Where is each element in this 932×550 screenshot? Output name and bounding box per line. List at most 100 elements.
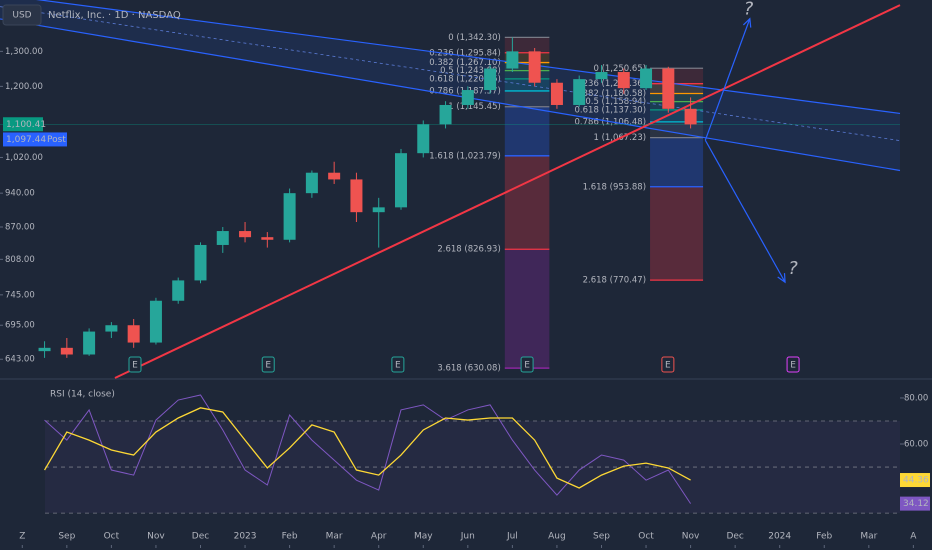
event-label: E — [524, 361, 530, 371]
fib-zone — [504, 52, 550, 63]
x-tick-label: May — [414, 532, 433, 542]
x-tick-label: 2023 — [234, 532, 257, 542]
candle-body — [127, 325, 140, 343]
candle-body — [305, 172, 318, 194]
currency[interactable]: USD — [12, 11, 31, 21]
event-label: E — [395, 361, 401, 371]
fib-label: 1.618 (953.88) — [583, 182, 646, 192]
fib-label: 0 (1,250.65) — [593, 64, 646, 74]
rsi-value-tag — [900, 496, 930, 511]
rsi-line — [44, 394, 692, 504]
annotation: ? — [744, 0, 754, 20]
currency-button[interactable] — [2, 4, 42, 26]
channel-upper — [35, 0, 901, 115]
fib-label: 0.382 (1,180.58) — [575, 89, 647, 99]
candle-body — [149, 300, 162, 343]
fib-zone — [650, 186, 704, 281]
fib-label: 0 (1,342.30) — [448, 33, 501, 43]
channel-fill — [0, 0, 900, 171]
arrow — [704, 139, 786, 283]
candle-body — [439, 104, 452, 125]
candle-body — [662, 68, 675, 109]
channel-mid — [0, 6, 901, 142]
trend — [114, 4, 901, 379]
symbol-title: Netflix, Inc. · 1D · NASDAQ — [48, 10, 181, 21]
candle-body — [484, 68, 497, 91]
candle-body — [617, 72, 630, 89]
candle-body — [350, 179, 363, 213]
candle-body — [194, 244, 207, 281]
event-label: E — [132, 361, 138, 371]
post-tag: Post — [47, 135, 66, 145]
pane-separator — [0, 378, 932, 380]
event-label: E — [665, 361, 671, 371]
fib-zone — [504, 70, 550, 79]
y-tick-label: 695.00 — [5, 321, 35, 331]
arrow-head — [742, 17, 752, 28]
fib-zone — [650, 101, 704, 110]
x-tick-label: Jun — [460, 532, 475, 542]
fib-zone — [650, 93, 704, 102]
fib-label: 0.618 (1,220.66) — [429, 74, 501, 84]
x-tick-label: A — [910, 532, 917, 542]
fib-zone — [650, 137, 704, 187]
candle-body — [283, 193, 296, 240]
y-tick-label: 1,200.00 — [5, 82, 43, 92]
candle-body — [506, 51, 519, 69]
arrow — [704, 18, 751, 141]
fib-label: 0.618 (1,137.30) — [575, 105, 647, 115]
candle-body — [60, 347, 73, 355]
candle-body — [417, 124, 430, 154]
x-tick-label: Feb — [282, 532, 298, 542]
x-tick-label: Oct — [104, 532, 120, 542]
fib-label: 0.5 (1,243.88) — [440, 66, 501, 76]
x-tick-label: Jul — [506, 532, 518, 542]
event-marker — [661, 356, 675, 373]
x-tick-label: Aug — [548, 532, 566, 542]
fib-zone — [504, 62, 550, 71]
event-marker — [391, 356, 405, 373]
fib-label: 3.618 (630.08) — [437, 364, 500, 374]
candle-body — [105, 325, 118, 332]
y-tick-label: 643.00 — [5, 355, 35, 365]
fib-zone — [650, 83, 704, 94]
candle-body — [328, 172, 341, 180]
x-tick-label: Sep — [593, 532, 610, 542]
x-tick-label: Oct — [638, 532, 654, 542]
x-tick-label: Sep — [58, 532, 75, 542]
post-price-tag — [3, 132, 67, 147]
event-marker — [128, 356, 142, 373]
event-label: E — [790, 361, 796, 371]
fib-label: 0.5 (1,158.94) — [585, 97, 646, 107]
x-tick-label: Feb — [816, 532, 832, 542]
x-tick-label: Z — [19, 532, 25, 542]
rsi-value-label: 34.12 — [903, 499, 929, 509]
fib-zone — [650, 121, 704, 138]
x-tick-label: Mar — [860, 532, 877, 542]
y-tick-label: 1,300.00 — [5, 47, 43, 57]
last-price-tag — [3, 117, 43, 132]
y-tick-label: 808.00 — [5, 255, 35, 265]
fib-label: 2.618 (770.47) — [583, 276, 646, 286]
fib-label: 0.236 (1,295.84) — [429, 48, 501, 58]
fib-zone — [504, 37, 550, 53]
event-label: E — [265, 361, 271, 371]
last-price-label: 1,100.41 — [6, 120, 46, 130]
channel-lower — [0, 18, 901, 172]
rsi-value-tag — [900, 473, 930, 488]
rsi-title: RSI (14, close) — [50, 390, 115, 400]
x-tick-label: Nov — [682, 532, 700, 542]
x-tick-label: Nov — [147, 532, 165, 542]
candle-body — [216, 231, 229, 245]
fib-zone — [504, 249, 550, 369]
candle-body — [239, 231, 252, 238]
candle-body — [172, 280, 185, 301]
event-marker — [261, 356, 275, 373]
candle-body — [684, 108, 697, 125]
fib-zone — [504, 155, 550, 250]
post-price-label: 1,097.44 — [6, 135, 46, 145]
candle-body — [394, 153, 407, 208]
